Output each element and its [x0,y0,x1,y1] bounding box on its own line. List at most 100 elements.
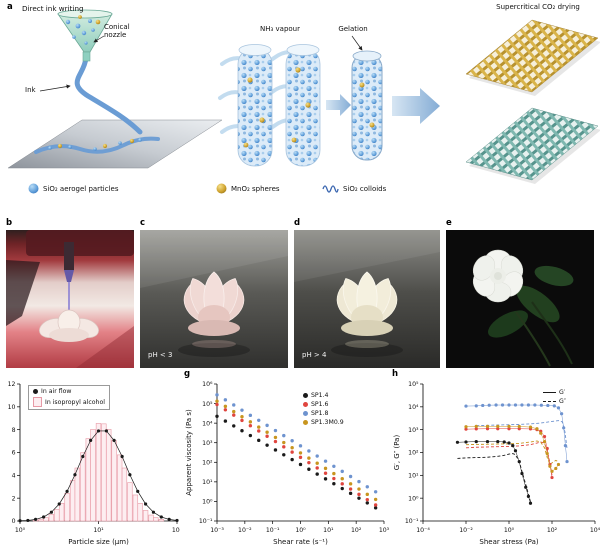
chart-g-plot: 10⁻³ 10⁻² 10⁻¹ 10⁰ 10¹ 10² 10³ 10⁻¹ 10⁰ 10¹ 10² 10³… [185,381,390,546]
printhead [64,242,74,270]
photo-d-scene [294,230,440,368]
svg-text:10⁴: 10⁴ [590,527,600,534]
svg-text:10⁻¹: 10⁻¹ [266,527,280,534]
isopropyl-bar-swatch [33,397,42,407]
svg-text:10¹: 10¹ [323,527,334,534]
ink-cylinder-1 [237,44,273,167]
photo-b-scene [6,230,134,368]
photo-c-flower-acid: pH < 3 [140,230,288,368]
legend-label: G′ [559,389,566,396]
svg-text:10⁻⁴: 10⁻⁴ [416,527,430,534]
chart-h-plot: 10⁻⁴ 10⁻² 10⁰ 10² 10⁴ 10⁻¹ 10⁰ 10¹ 10² 10³ 10⁴ 10⁵ S… [393,381,600,546]
legend-entry: SP1.6 [303,401,344,408]
stem [531,301,573,365]
legend-label: SP1.6 [311,401,329,408]
panel-a-label: a [7,2,13,12]
legend-entry: G″ [543,398,566,405]
photo-b-printing [6,230,134,368]
svg-text:10²: 10² [172,527,180,534]
panel-e-label: e [446,218,452,228]
legend-label: In isopropyl alcohol [45,398,105,406]
svg-text:10: 10 [8,404,16,411]
aerogel-flower-white [336,271,398,336]
svg-text:6: 6 [12,450,16,457]
legend-item-sio2-colloids: SiO₂ colloids [322,183,386,194]
printed-flower [39,309,99,342]
panel-c-label: c [140,218,146,228]
legend-label: SiO₂ aerogel particles [43,184,119,193]
chart-h-moduli: 10⁻⁴ 10⁻² 10⁰ 10² 10⁴ 10⁻¹ 10⁰ 10¹ 10² 10³ 10⁴ 10⁵ S… [391,376,600,548]
chart-g-viscosity: 10⁻³ 10⁻² 10⁻¹ 10⁰ 10¹ 10² 10³ 10⁻¹ 10⁰ 10¹ 10² 10³… [183,376,390,548]
svg-text:10³: 10³ [202,440,213,447]
svg-text:10¹: 10¹ [93,527,104,534]
photo-d-flower-basic: pH > 4 [294,230,440,368]
panel-d-label: d [294,218,301,228]
chart-f-legend: In air flow In isopropyl alcohol [28,385,110,410]
svg-text:10²: 10² [202,459,213,466]
svg-text:G′, G″ (Pa): G′, G″ (Pa) [393,435,401,471]
svg-text:10⁴: 10⁴ [202,420,213,427]
svg-text:10⁰: 10⁰ [15,527,26,534]
gelation-arrow [351,35,363,51]
ink-cylinder-2 [285,44,321,167]
photo-e-scene [446,230,594,368]
teal-lattice [465,107,600,184]
label-gelation: Gelation [338,25,368,33]
legend-label: MnO₂ spheres [231,184,280,193]
ink-filament [74,55,143,135]
label-supercritical-drying: Supercritical CO₂ drying [496,3,580,11]
legend-entry: SP1.4 [303,392,344,399]
sp14-marker [303,393,308,398]
svg-text:10¹: 10¹ [408,473,419,480]
svg-text:10³: 10³ [379,527,389,534]
svg-text:10⁻¹: 10⁻¹ [405,518,419,525]
legend-entry: In air flow [33,388,105,395]
leaf [534,265,574,287]
gold-lattice [465,19,600,96]
legend-entry: G′ [543,389,566,396]
sp13m09-marker [303,420,308,425]
sp18-marker [303,411,308,416]
mno2-sphere-icon [216,183,227,194]
panel-h-label: h [392,369,399,379]
legend-label: SP1.8 [311,410,329,417]
svg-text:10⁻¹: 10⁻¹ [199,518,213,525]
conical-nozzle [57,9,113,62]
svg-text:2: 2 [12,495,16,502]
legend-label: SP1.3M0.9 [311,419,344,426]
svg-text:10¹: 10¹ [202,479,213,486]
svg-text:12: 12 [8,381,16,388]
svg-text:10⁰: 10⁰ [504,527,515,534]
chart-f-plot: 10⁰ 10¹ 10² 0 2 4 6 8 10 12 Particle size (μm) [8,381,183,546]
sio2-particle-icon [28,183,39,194]
svg-text:10⁰: 10⁰ [295,527,306,534]
legend-label: G″ [559,398,567,405]
svg-text:10²: 10² [408,450,419,457]
legend-entry: In isopropyl alcohol [33,397,105,407]
chart-h-legend: G′ G″ [543,389,566,405]
legend-entry: SP1.3M0.9 [303,419,344,426]
legend-label: SiO₂ colloids [343,184,387,193]
svg-text:10⁰: 10⁰ [202,499,213,506]
photo-c-scene [140,230,288,368]
legend-entry: SP1.8 [303,410,344,417]
svg-text:10⁵: 10⁵ [408,381,419,388]
legend-item-mno2-spheres: MnO₂ spheres [216,183,280,194]
svg-text:10⁶: 10⁶ [202,381,213,388]
leaf [516,285,560,323]
svg-text:10²: 10² [547,527,558,534]
svg-text:Shear stress (Pa): Shear stress (Pa) [479,538,538,546]
leaf [488,310,528,338]
printer-gantry [26,230,134,256]
svg-text:10⁻²: 10⁻² [238,527,252,534]
svg-text:Apparent viscosity (Pa s): Apparent viscosity (Pa s) [185,409,193,496]
svg-text:10⁰: 10⁰ [408,495,419,502]
sp16-marker [303,402,308,407]
aerogel-flower-pink [183,271,245,336]
svg-text:4: 4 [12,473,16,480]
white-flower [472,249,524,303]
stem [515,311,551,367]
air-flow-marker [33,389,38,394]
process-arrow [392,88,440,124]
panel-b-label: b [6,218,13,228]
